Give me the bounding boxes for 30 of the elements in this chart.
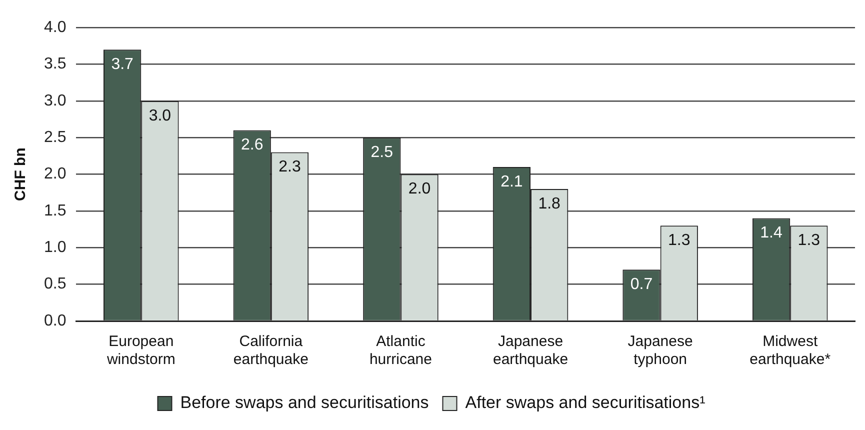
y-tick-label: 2.0	[44, 166, 66, 183]
data-label: 1.8	[538, 195, 561, 212]
data-label: 3.0	[148, 107, 172, 124]
y-tick-label: 0.5	[44, 276, 66, 293]
y-tick-label: 2.5	[44, 129, 66, 146]
y-tick-label: 3.0	[44, 92, 66, 110]
legend-label: Before swaps and securitisations	[180, 393, 429, 412]
x-tick-label: Atlantic hurricane	[369, 333, 432, 368]
data-label: 0.7	[630, 276, 653, 294]
x-tick-label: California earthquake	[233, 333, 308, 368]
x-tick-label: European windstorm	[106, 333, 176, 368]
data-label: 1.3	[798, 232, 820, 250]
y-axis-title: CHF bn	[12, 148, 30, 201]
data-label: 2.5	[370, 144, 394, 162]
data-label: 2.3	[278, 158, 301, 176]
x-tick-label: Midwest earthquake*	[750, 333, 831, 368]
y-tick-label: 1.5	[44, 202, 66, 220]
y-tick-label: 3.5	[44, 56, 66, 73]
y-tick-label: 1.0	[44, 239, 66, 256]
x-tick-label: Japanese typhoon	[628, 333, 693, 368]
data-label: 1.4	[760, 224, 782, 242]
y-tick-label: 4.0	[44, 19, 66, 36]
data-label: 2.6	[240, 136, 264, 154]
legend-label: After swaps and securitisations¹	[465, 393, 706, 412]
data-label: 2.1	[500, 173, 523, 190]
data-label: 3.7	[111, 56, 134, 74]
y-tick-label: 0.0	[44, 312, 66, 330]
data-label: 2.0	[408, 180, 431, 198]
data-label: 1.3	[668, 232, 690, 250]
x-tick-label: Japanese earthquake	[492, 333, 568, 368]
